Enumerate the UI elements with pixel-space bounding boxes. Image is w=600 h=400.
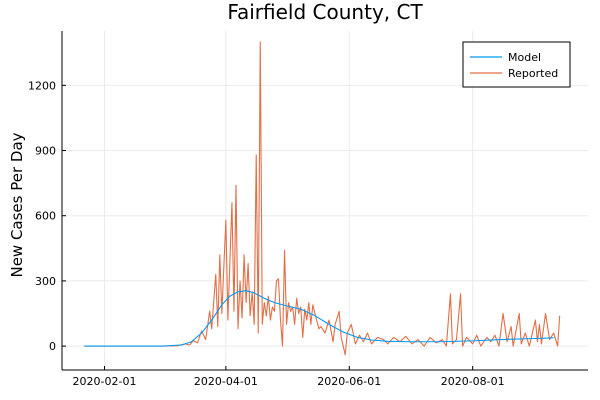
axes: 2020-02-01 2020-04-01 2020-06-01 2020-08-01… — [28, 31, 588, 388]
y-tick-label: 1200 — [28, 79, 56, 92]
y-tick-label: 600 — [35, 210, 56, 223]
legend-label-reported: Reported — [508, 67, 558, 80]
y-tick-label: 900 — [35, 145, 56, 158]
x-tick-label: 2020-04-01 — [194, 375, 258, 388]
y-tick-label: 0 — [49, 340, 56, 353]
y-tick-label: 300 — [35, 275, 56, 288]
x-tick-label: 2020-06-01 — [317, 375, 381, 388]
y-axis-label: New Cases Per Day — [8, 132, 26, 277]
chart-title: Fairfield County, CT — [227, 0, 423, 24]
series-line-reported — [84, 41, 561, 356]
legend: Model Reported — [462, 41, 571, 88]
plot-area — [84, 41, 561, 356]
legend-label-model: Model — [508, 51, 541, 64]
series-line-model — [84, 290, 554, 347]
legend-frame — [462, 41, 571, 88]
x-tick-label: 2020-08-01 — [441, 375, 505, 388]
x-tick-label: 2020-02-01 — [73, 375, 137, 388]
